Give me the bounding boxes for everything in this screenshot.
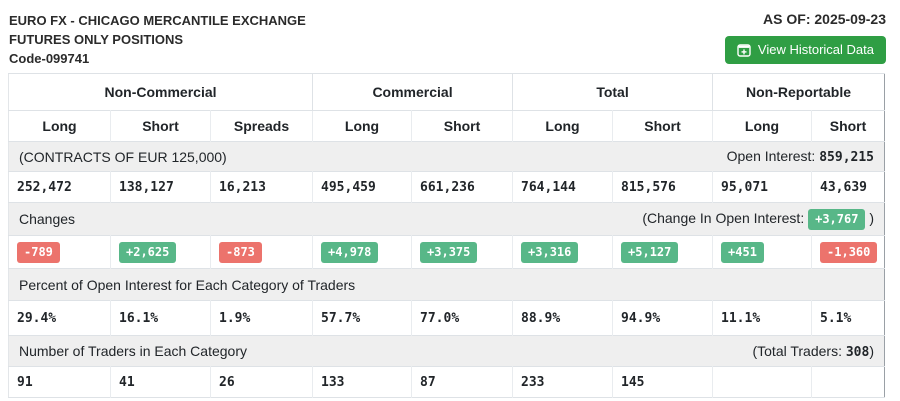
position-value: 661,236: [411, 171, 513, 203]
page-header: EURO FX - CHICAGO MERCANTILE EXCHANGE FU…: [0, 0, 900, 73]
percent-value: 16.1%: [110, 300, 211, 336]
change-cell: -1,360: [811, 235, 885, 269]
traders-value: 91: [17, 374, 33, 390]
change-badge: -873: [219, 241, 262, 263]
position-value: 252,472: [17, 179, 72, 195]
percent-value: 77.0%: [411, 300, 513, 336]
group-header-row: Non-Commercial Commercial Total Non-Repo…: [8, 73, 885, 111]
change-cell: +3,375: [411, 235, 513, 269]
changes-header-row: Changes (Change In Open Interest: +3,767…: [8, 202, 885, 236]
column-header: Short: [811, 110, 885, 142]
column-header: Short: [411, 110, 513, 142]
total-traders-cell: (Total Traders: 308): [513, 336, 885, 367]
change-cell: +451: [712, 235, 812, 269]
traders-value: [712, 366, 812, 398]
total-traders-value: 308: [845, 344, 870, 360]
changes-values-row: -789 +2,625 -873 +4,978 +3,375 +3,316 +5…: [8, 235, 885, 269]
column-header: Long: [42, 118, 77, 134]
report-title-block: EURO FX - CHICAGO MERCANTILE EXCHANGE FU…: [9, 11, 306, 68]
traders-value: 233: [512, 366, 613, 398]
position-value: 95,071: [712, 171, 812, 203]
percents-row: 29.4% 16.1% 1.9% 57.7% 77.0% 88.9% 94.9%…: [8, 300, 885, 336]
percent-value: 1.9%: [209, 300, 313, 336]
traders-value: 41: [110, 366, 211, 398]
header-right: AS OF: 2025-09-23 View Historical Data: [724, 11, 886, 64]
column-header: Short: [110, 110, 211, 142]
positions-row: 252,472 138,127 16,213 495,459 661,236 7…: [8, 171, 885, 203]
change-cell: +4,978: [312, 235, 412, 269]
group-header-non-reportable: Non-Reportable: [712, 73, 885, 111]
traders-value: 26: [209, 366, 313, 398]
view-historical-data-button[interactable]: View Historical Data: [724, 36, 886, 64]
group-header-commercial: Commercial: [312, 73, 513, 111]
column-header-row: Long Short Spreads Long Short Long Short…: [8, 110, 885, 142]
change-cell: -873: [209, 235, 313, 269]
change-badge: -1,360: [820, 241, 878, 263]
cot-report-table: Non-Commercial Commercial Total Non-Repo…: [8, 73, 886, 398]
change-badge: +5,127: [621, 241, 679, 263]
change-badge: +2,625: [119, 241, 177, 263]
column-header: Spreads: [209, 110, 313, 142]
change-badge: +4,978: [321, 241, 379, 263]
column-header: Long: [312, 110, 412, 142]
change-oi-badge: +3,767: [808, 208, 866, 230]
percent-value: 5.1%: [811, 300, 885, 336]
change-open-interest-cell: (Change In Open Interest: +3,767 ): [513, 203, 885, 236]
change-badge: +3,375: [420, 241, 478, 263]
change-cell: +5,127: [612, 235, 713, 269]
traders-row: 91 41 26 133 87 233 145: [8, 366, 885, 398]
open-interest-value: 859,215: [819, 150, 875, 165]
change-cell: +3,316: [512, 235, 613, 269]
as-of-date: AS OF: 2025-09-23: [763, 11, 886, 27]
view-historical-data-label: View Historical Data: [757, 42, 874, 57]
change-badge: +451: [721, 241, 764, 263]
change-badge: +3,316: [521, 241, 579, 263]
position-value: 815,576: [612, 171, 713, 203]
open-interest-cell: Open Interest: 859,215: [513, 142, 885, 172]
contracts-open-interest-row: (CONTRACTS OF EUR 125,000) Open Interest…: [8, 141, 885, 172]
change-cell: +2,625: [110, 235, 211, 269]
column-header: Long: [512, 110, 613, 142]
position-value: 43,639: [811, 171, 885, 203]
open-interest-label: Open Interest:: [726, 148, 816, 164]
traders-value: 133: [312, 366, 412, 398]
position-value: 495,459: [312, 171, 412, 203]
report-code: Code-099741: [9, 51, 90, 66]
percent-value: 29.4%: [17, 310, 57, 326]
group-header-total: Total: [512, 73, 713, 111]
change-oi-suffix: ): [869, 209, 875, 226]
position-value: 138,127: [110, 171, 211, 203]
traders-label: Number of Traders in Each Category: [19, 343, 247, 359]
percent-label: Percent of Open Interest for Each Catego…: [19, 276, 356, 293]
position-value: 16,213: [209, 171, 313, 203]
change-cell: -789: [9, 236, 111, 269]
percent-header-row: Percent of Open Interest for Each Catego…: [8, 268, 885, 301]
change-oi-prefix: (Change In Open Interest:: [642, 209, 805, 226]
traders-header-row: Number of Traders in Each Category (Tota…: [8, 335, 885, 367]
total-traders-suffix: ): [869, 342, 875, 359]
traders-value: [811, 366, 885, 398]
percent-value: 11.1%: [712, 300, 812, 336]
column-header: Long: [712, 110, 812, 142]
report-subtitle: FUTURES ONLY POSITIONS: [9, 32, 184, 47]
report-title: EURO FX - CHICAGO MERCANTILE EXCHANGE: [9, 13, 306, 28]
column-header: Short: [612, 110, 713, 142]
position-value: 764,144: [512, 171, 613, 203]
contracts-label: (CONTRACTS OF EUR 125,000): [19, 148, 227, 165]
calendar-plus-icon: [737, 43, 751, 57]
changes-label: Changes: [19, 211, 76, 227]
traders-value: 87: [411, 366, 513, 398]
traders-value: 145: [612, 366, 713, 398]
change-badge: -789: [17, 241, 60, 263]
total-traders-prefix: (Total Traders:: [752, 342, 842, 359]
percent-value: 88.9%: [512, 300, 613, 336]
percent-value: 57.7%: [312, 300, 412, 336]
group-header-non-commercial: Non-Commercial: [104, 84, 217, 100]
percent-value: 94.9%: [612, 300, 713, 336]
